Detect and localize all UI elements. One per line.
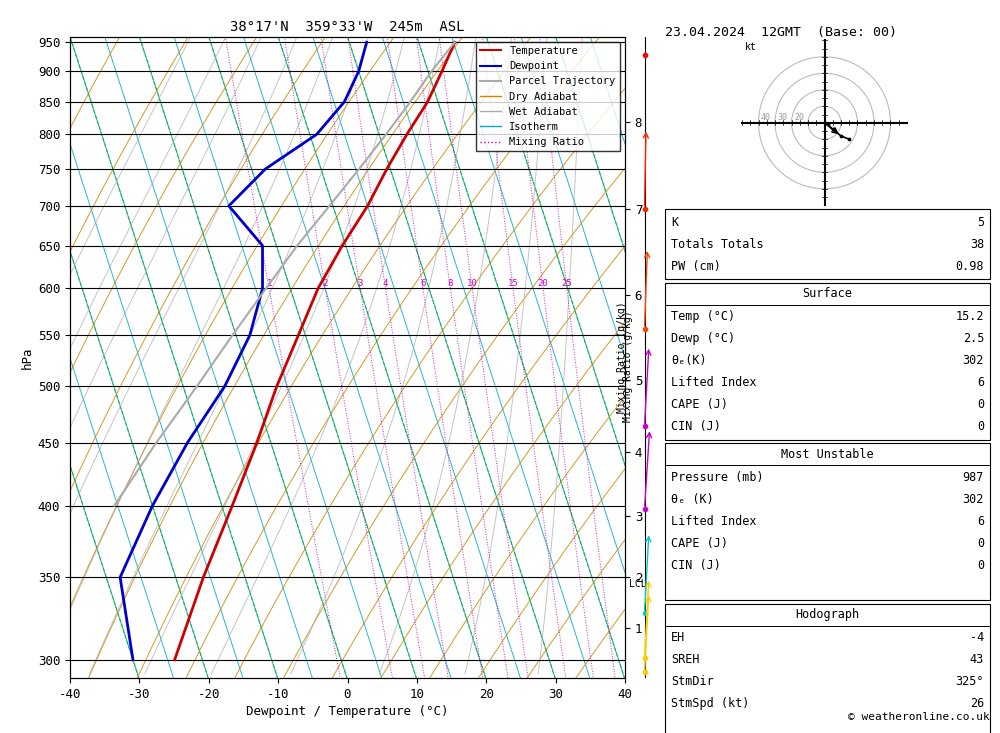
Text: 20: 20	[538, 279, 548, 289]
Text: EH: EH	[671, 631, 685, 644]
Text: -4: -4	[970, 631, 984, 644]
Text: Most Unstable: Most Unstable	[781, 448, 874, 461]
Text: Dewp (°C): Dewp (°C)	[671, 332, 735, 345]
Text: SREH: SREH	[671, 653, 700, 666]
Text: 987: 987	[963, 471, 984, 484]
Text: 6: 6	[977, 515, 984, 528]
Text: 25: 25	[561, 279, 572, 289]
Text: θₑ(K): θₑ(K)	[671, 354, 707, 367]
Text: 15.2: 15.2	[956, 310, 984, 323]
Text: 6: 6	[977, 376, 984, 389]
Text: 23.04.2024  12GMT  (Base: 00): 23.04.2024 12GMT (Base: 00)	[665, 26, 897, 39]
Text: θₑ (K): θₑ (K)	[671, 493, 714, 506]
Text: 0: 0	[977, 420, 984, 433]
Text: Lifted Index: Lifted Index	[671, 376, 757, 389]
Text: 2: 2	[323, 279, 328, 289]
Text: 302: 302	[963, 493, 984, 506]
Text: 4: 4	[383, 279, 388, 289]
Text: 20: 20	[794, 114, 804, 122]
Text: 2.5: 2.5	[963, 332, 984, 345]
Text: Surface: Surface	[803, 287, 852, 301]
Text: Totals Totals: Totals Totals	[671, 237, 764, 251]
Text: 6: 6	[420, 279, 426, 289]
Text: 10: 10	[467, 279, 478, 289]
Text: 0.98: 0.98	[956, 259, 984, 273]
Text: CAPE (J): CAPE (J)	[671, 398, 728, 411]
Text: Hodograph: Hodograph	[795, 608, 860, 622]
Text: 0: 0	[977, 537, 984, 550]
Text: K: K	[671, 216, 678, 229]
Text: Pressure (mb): Pressure (mb)	[671, 471, 764, 484]
Text: 26: 26	[970, 697, 984, 710]
Text: 43: 43	[970, 653, 984, 666]
Text: 5: 5	[977, 216, 984, 229]
Text: Mixing Ratio (g/kg): Mixing Ratio (g/kg)	[617, 301, 627, 413]
Text: 38: 38	[970, 237, 984, 251]
Text: Mixing Ratio (g/kg): Mixing Ratio (g/kg)	[623, 311, 633, 422]
Text: 1: 1	[266, 279, 272, 289]
Text: CAPE (J): CAPE (J)	[671, 537, 728, 550]
Text: CIN (J): CIN (J)	[671, 559, 721, 572]
Text: 0: 0	[977, 398, 984, 411]
Legend: Temperature, Dewpoint, Parcel Trajectory, Dry Adiabat, Wet Adiabat, Isotherm, Mi: Temperature, Dewpoint, Parcel Trajectory…	[476, 42, 620, 152]
Text: Temp (°C): Temp (°C)	[671, 310, 735, 323]
Text: CIN (J): CIN (J)	[671, 420, 721, 433]
Text: PW (cm): PW (cm)	[671, 259, 721, 273]
Text: 40: 40	[761, 114, 771, 122]
Text: © weatheronline.co.uk: © weatheronline.co.uk	[848, 712, 990, 722]
Text: StmSpd (kt): StmSpd (kt)	[671, 697, 749, 710]
Y-axis label: hPa: hPa	[21, 346, 34, 369]
Text: 30: 30	[777, 114, 787, 122]
Text: 3: 3	[357, 279, 363, 289]
Text: 8: 8	[448, 279, 453, 289]
Text: Lifted Index: Lifted Index	[671, 515, 757, 528]
Text: StmDir: StmDir	[671, 675, 714, 688]
Title: 38°17'N  359°33'W  245m  ASL: 38°17'N 359°33'W 245m ASL	[230, 20, 465, 34]
Text: 325°: 325°	[956, 675, 984, 688]
Text: 15: 15	[508, 279, 518, 289]
Text: 0: 0	[977, 559, 984, 572]
Text: kt: kt	[745, 43, 757, 52]
Text: LCL: LCL	[629, 578, 647, 589]
X-axis label: Dewpoint / Temperature (°C): Dewpoint / Temperature (°C)	[246, 705, 449, 718]
Text: 302: 302	[963, 354, 984, 367]
